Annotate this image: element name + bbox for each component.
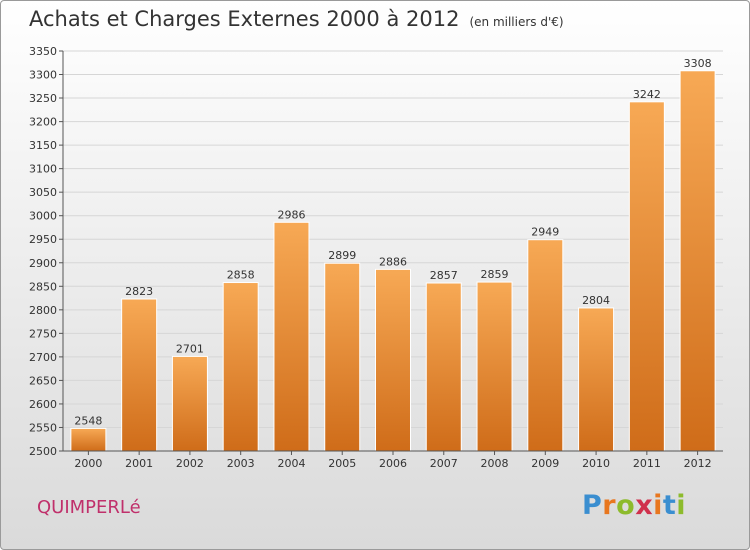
bar-value-label: 2548 — [74, 414, 102, 427]
y-tick-label: 3050 — [29, 186, 57, 199]
x-tick-label: 2002 — [176, 457, 204, 470]
logo-letter: i — [653, 490, 663, 521]
bar-value-label: 2701 — [176, 342, 204, 355]
chart-subtitle: (en milliers d'€) — [469, 15, 564, 29]
bar-value-label: 2857 — [430, 269, 458, 282]
bar-value-label: 3242 — [633, 88, 661, 101]
x-tick-label: 2005 — [328, 457, 356, 470]
x-tick-label: 2003 — [227, 457, 255, 470]
y-tick-label: 3300 — [29, 69, 57, 82]
y-tick-label: 2500 — [29, 445, 57, 458]
x-tick-label: 2007 — [430, 457, 458, 470]
bar — [578, 307, 615, 452]
y-tick-label: 2900 — [29, 257, 57, 270]
logo-letter: r — [602, 490, 617, 521]
y-tick-label: 2650 — [29, 374, 57, 387]
x-tick-label: 2010 — [582, 457, 610, 470]
bar — [679, 70, 716, 452]
bar — [527, 239, 564, 452]
axes: 2500 2550 2600 2650 2700 2750 2800 2850 2900 2950… — [29, 45, 723, 470]
bar — [476, 281, 513, 452]
x-tick-label: 2008 — [481, 457, 509, 470]
y-tick-label: 2850 — [29, 280, 57, 293]
bar — [425, 282, 462, 452]
bar-value-label: 2986 — [277, 208, 305, 221]
x-tick-label: 2011 — [633, 457, 661, 470]
y-tick-label: 2800 — [29, 304, 57, 317]
bar-value-label: 2804 — [582, 294, 610, 307]
bar-value-label: 2859 — [481, 268, 509, 281]
y-tick-label: 3000 — [29, 210, 57, 223]
bar-value-label: 2949 — [531, 226, 559, 239]
y-tick-label: 2600 — [29, 398, 57, 411]
bar — [70, 427, 107, 452]
y-tick-label: 2950 — [29, 233, 57, 246]
bar-value-label: 3308 — [684, 57, 712, 70]
bar — [121, 298, 158, 452]
y-tick-label: 3250 — [29, 92, 57, 105]
x-tick-label: 2009 — [531, 457, 559, 470]
bar — [171, 355, 208, 452]
bar — [222, 282, 259, 452]
title-text: Achats et Charges Externes 2000 à 2012 — [29, 7, 460, 31]
y-tick-label: 2700 — [29, 351, 57, 364]
bar-value-label: 2899 — [328, 249, 356, 262]
logo-letter: x — [635, 490, 654, 521]
x-tick-label: 2000 — [74, 457, 102, 470]
y-tick-label: 3200 — [29, 116, 57, 129]
bar — [375, 268, 411, 452]
y-tick-label: 3350 — [29, 45, 57, 58]
bar — [273, 221, 310, 452]
bars: 2548 2823 2701 2858 2986 2899 2886 2857 2859 2949… — [70, 57, 716, 452]
place-name: QUIMPERLé — [37, 497, 141, 518]
bar-value-label: 2858 — [227, 269, 255, 282]
bar — [324, 262, 361, 452]
y-tick-label: 2550 — [29, 421, 57, 434]
x-tick-label: 2012 — [684, 457, 712, 470]
proxiti-logo: Proxiti — [582, 490, 686, 521]
chart-title: Achats et Charges Externes 2000 à 2012 (e… — [29, 7, 564, 31]
x-tick-label: 2006 — [379, 457, 407, 470]
y-tick-label: 3100 — [29, 163, 57, 176]
bar — [628, 101, 665, 452]
logo-letter: P — [582, 490, 603, 521]
y-tick-label: 2750 — [29, 327, 57, 340]
logo-letter: t — [662, 490, 677, 521]
y-tick-label: 3150 — [29, 139, 57, 152]
bar-value-label: 2823 — [125, 285, 153, 298]
logo-letter: o — [616, 490, 636, 521]
bar-value-label: 2886 — [379, 255, 407, 268]
x-tick-label: 2004 — [277, 457, 305, 470]
x-tick-label: 2001 — [125, 457, 153, 470]
logo-letter: i — [676, 490, 687, 521]
